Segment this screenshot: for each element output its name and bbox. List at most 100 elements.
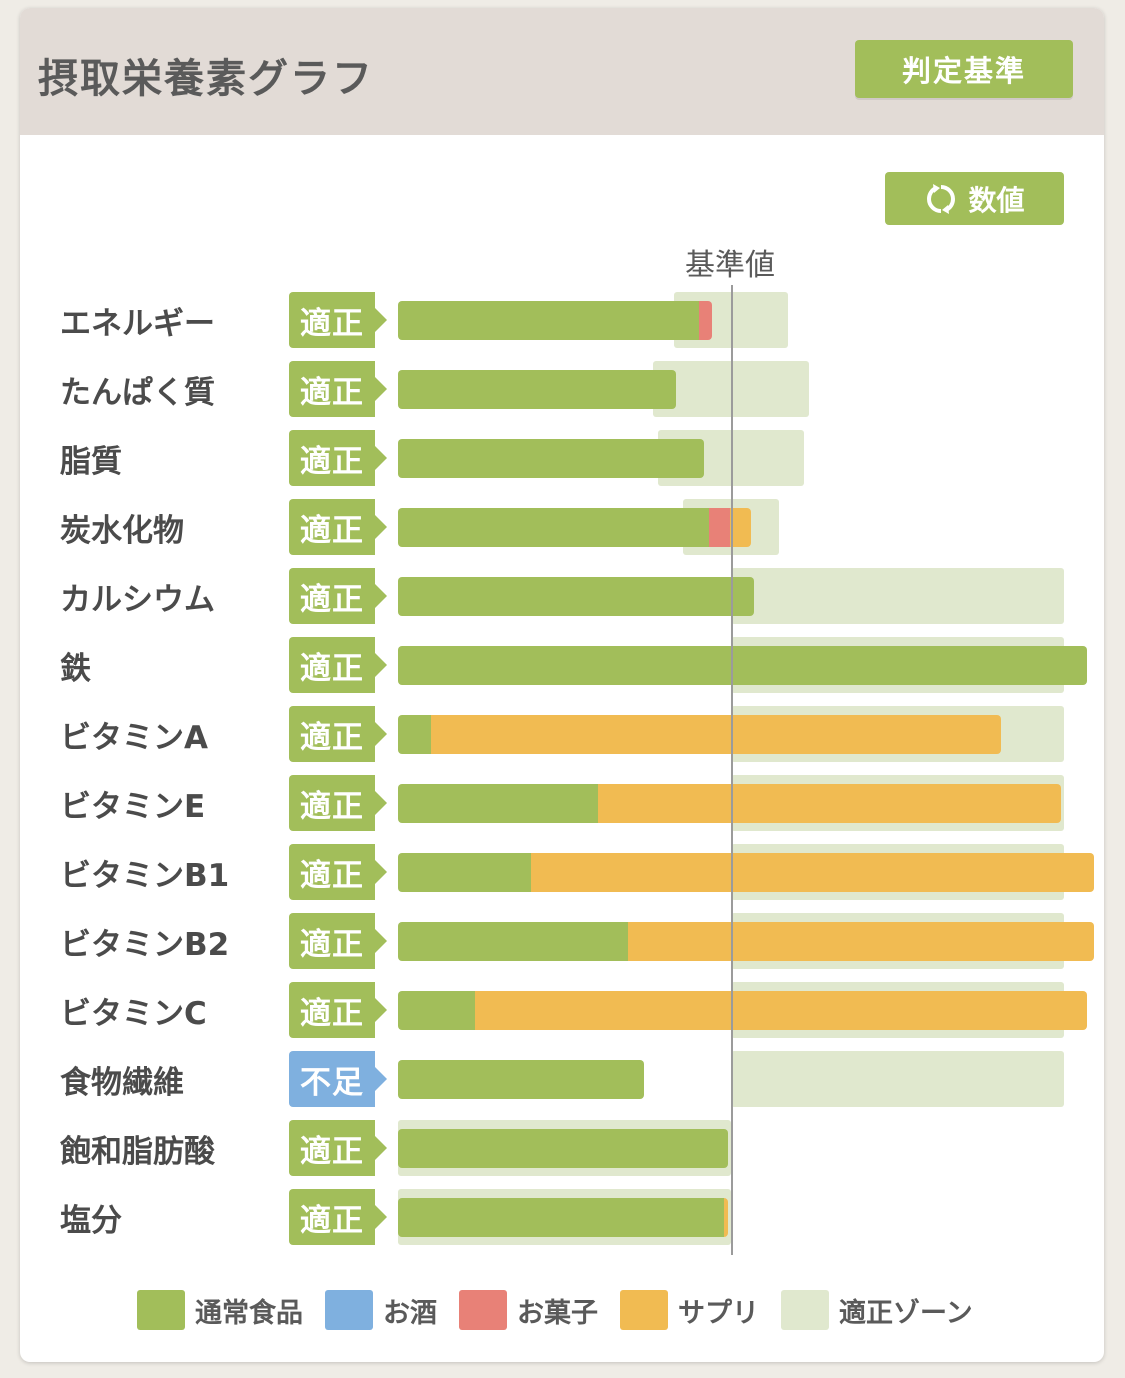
bar-segment-food [398,853,532,892]
intake-bar [398,370,677,409]
nutrient-name: 脂質 [60,444,122,480]
status-badge: 不足 [289,1051,387,1107]
nutrient-name: 飽和脂肪酸 [60,1134,215,1170]
intake-bar [398,1060,645,1099]
legend-item: お酒 [325,1290,437,1330]
bar-segment-food [398,1060,645,1099]
intake-bar [398,301,712,340]
status-badge: 適正 [289,568,387,624]
legend-item: サプリ [620,1290,759,1330]
bar-segment-snack [698,301,712,340]
nutrient-row: 炭水化物 適正 [20,499,1104,557]
nutrient-row: たんぱく質 適正 [20,361,1104,419]
status-badge: 適正 [289,844,387,900]
status-badge: 適正 [289,1120,387,1176]
nutrient-name: ビタミンA [60,720,208,756]
status-badge: 適正 [289,913,387,969]
card-header: 摂取栄養素グラフ 判定基準 [20,8,1104,135]
intake-bar [398,991,1088,1030]
bar-segment-food [398,370,677,409]
nutrient-graph-card: 摂取栄養素グラフ 判定基準 数値 基準値 エネルギー 適正 たんぱく質 適正 脂質 適正炭… [20,8,1104,1362]
intake-bar [398,1129,728,1168]
legend-swatch [459,1290,507,1330]
status-badge: 適正 [289,706,387,762]
nutrient-name: ビタミンE [60,789,206,825]
bar-segment-food [398,646,1088,685]
bar-segment-food [398,508,710,547]
legend-label: 通常食品 [195,1297,303,1329]
legend-swatch [325,1290,373,1330]
nutrient-row: 飽和脂肪酸 適正 [20,1120,1104,1178]
nutrient-row: 塩分 適正 [20,1189,1104,1247]
bar-segment-supplement [431,715,1001,754]
optimal-zone [653,361,809,417]
baseline-line [731,285,733,1255]
refresh-icon [927,183,956,214]
bar-segment-supplement [597,784,1061,823]
nutrient-row: ビタミンB1 適正 [20,844,1104,902]
nutrient-row: ビタミンE 適正 [20,775,1104,833]
legend-label: 適正ゾーン [839,1297,973,1329]
bar-segment-supplement [474,991,1088,1030]
legend-swatch [620,1290,668,1330]
nutrient-name: ビタミンC [60,996,207,1032]
intake-bar [398,784,1061,823]
bar-segment-supplement [531,853,1094,892]
optimal-zone [731,568,1064,624]
bar-segment-supplement [729,508,751,547]
nutrient-row: カルシウム 適正 [20,568,1104,626]
bar-segment-food [398,1198,725,1237]
nutrient-name: たんぱく質 [60,375,215,411]
status-badge: 適正 [289,430,387,486]
legend-item: 適正ゾーン [781,1290,973,1330]
bar-segment-food [398,715,432,754]
value-button-label: 数値 [968,183,1025,217]
intake-bar [398,715,1001,754]
status-badge: 適正 [289,499,387,555]
status-badge: 適正 [289,1189,387,1245]
legend-swatch [137,1290,185,1330]
status-badge: 適正 [289,361,387,417]
nutrient-name: 鉄 [60,651,91,687]
nutrient-row: ビタミンB2 適正 [20,913,1104,971]
nutrient-row: ビタミンA 適正 [20,706,1104,764]
intake-bar [398,1198,728,1237]
status-badge: 適正 [289,292,387,348]
nutrient-row: エネルギー 適正 [20,292,1104,350]
status-badge: 適正 [289,982,387,1038]
bar-segment-food [398,922,628,961]
page-title: 摂取栄養素グラフ [38,56,374,102]
bar-segment-food [398,577,755,616]
nutrient-name: 食物繊維 [60,1065,184,1101]
nutrient-row: 鉄 適正 [20,637,1104,695]
intake-bar [398,577,755,616]
bar-segment-snack [709,508,730,547]
intake-bar [398,853,1094,892]
toggle-value-button[interactable]: 数値 [885,172,1064,225]
nutrient-row: ビタミンC 適正 [20,982,1104,1040]
bar-segment-supplement [724,1198,728,1237]
legend-label: サプリ [678,1297,759,1329]
intake-bar [398,646,1088,685]
legend-label: お菓子 [517,1297,598,1329]
status-badge: 適正 [289,775,387,831]
legend-item: お菓子 [459,1290,598,1330]
legend-label: お酒 [383,1297,437,1329]
intake-bar [398,439,705,478]
nutrient-row: 食物繊維 不足 [20,1051,1104,1109]
bar-segment-food [398,439,705,478]
bar-segment-supplement [627,922,1094,961]
status-badge: 適正 [289,637,387,693]
intake-bar [398,922,1094,961]
judge-criteria-button[interactable]: 判定基準 [855,40,1073,98]
baseline-label: 基準値 [685,248,775,283]
legend-swatch [781,1290,829,1330]
legend: 通常食品 お酒 お菓子 サプリ 適正ゾーン [137,1290,995,1330]
nutrient-name: エネルギー [60,306,215,342]
nutrient-name: ビタミンB1 [60,858,230,894]
bar-segment-food [398,1129,728,1168]
nutrient-name: ビタミンB2 [60,927,230,963]
nutrient-row: 脂質 適正 [20,430,1104,488]
nutrient-name: 塩分 [60,1203,122,1239]
optimal-zone [731,1051,1064,1107]
